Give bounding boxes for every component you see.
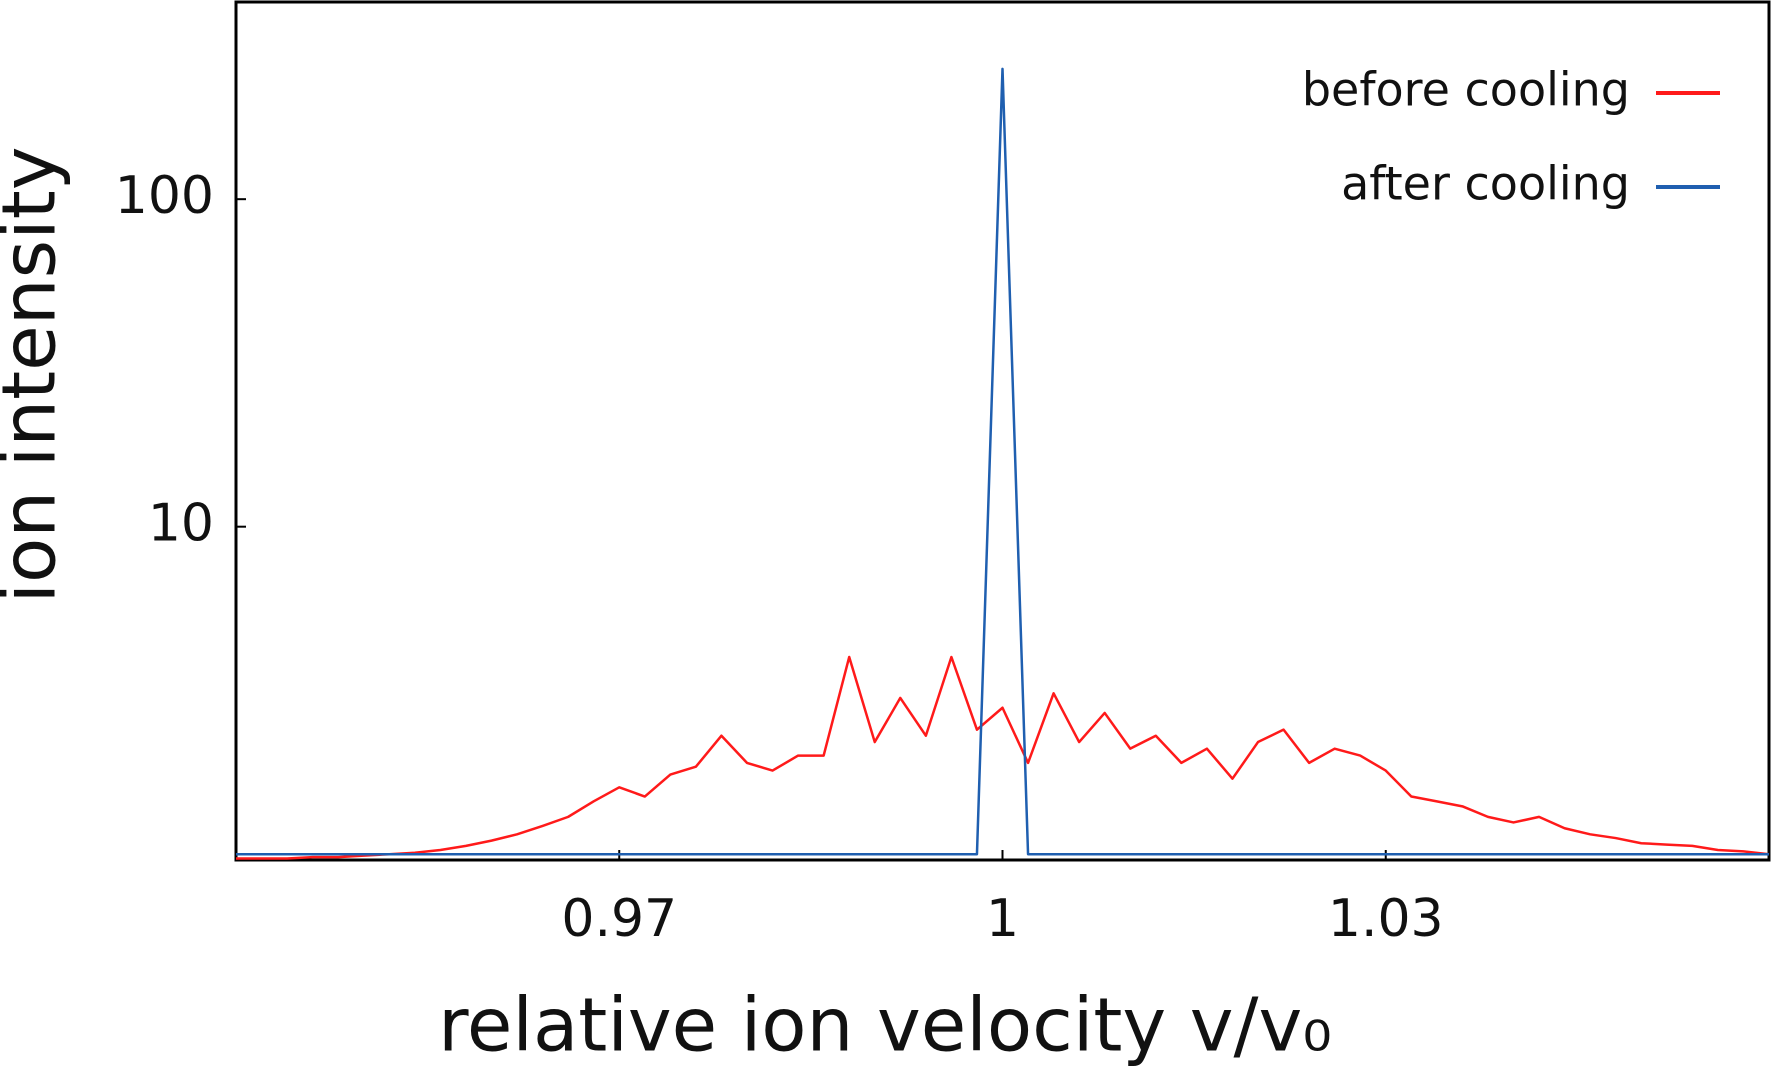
x-axis-label: relative ion velocity v/v₀ bbox=[438, 983, 1332, 1069]
plot-frame bbox=[234, 0, 1771, 862]
x-tick-label: 0.97 bbox=[561, 889, 677, 949]
y-axis-label: ion intensity bbox=[0, 146, 73, 603]
y-tick-label: 100 bbox=[115, 166, 214, 226]
legend-label: before cooling bbox=[1302, 63, 1630, 117]
data-line bbox=[236, 67, 1769, 856]
legend-label: after cooling bbox=[1341, 157, 1630, 211]
data-line bbox=[236, 655, 1770, 860]
x-tick-label: 1.03 bbox=[1328, 889, 1444, 949]
x-tick-label: 1 bbox=[986, 889, 1019, 949]
y-tick-label: 10 bbox=[148, 494, 214, 554]
